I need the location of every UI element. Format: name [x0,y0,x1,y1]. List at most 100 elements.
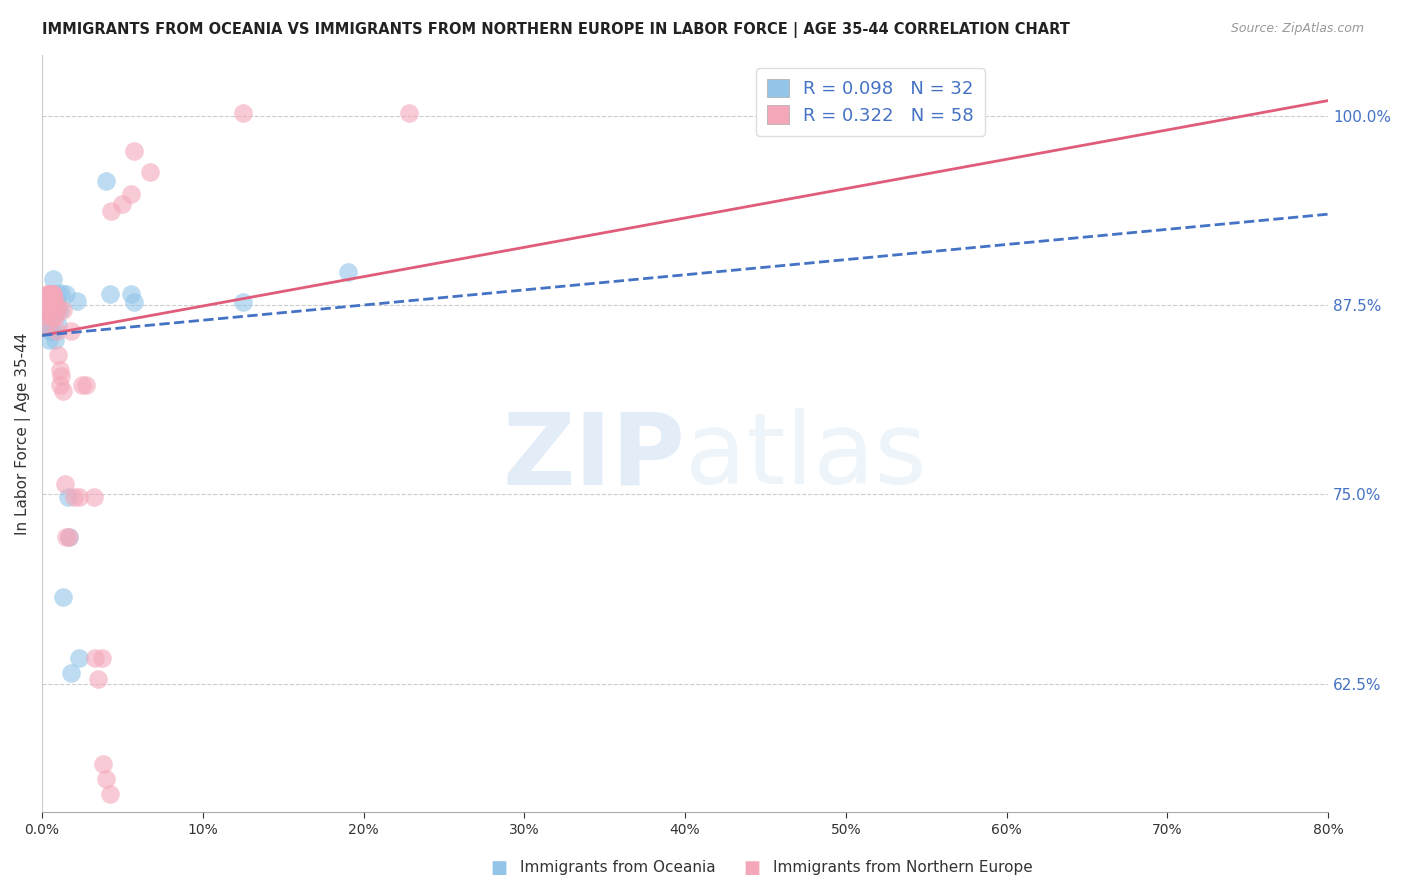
Point [45,293,67,308]
Point [84,651,107,665]
Point [51,285,73,300]
Text: Source: ZipAtlas.com: Source: ZipAtlas.com [1230,22,1364,36]
Point [34,302,56,317]
Point [100,204,122,219]
Point [32,293,55,308]
Text: ■: ■ [744,859,761,877]
Point [46,348,69,362]
Point [42,301,65,315]
Point [38,309,60,323]
Point [41,293,63,308]
Point [60,324,83,338]
Point [60,666,83,681]
Point [35,293,58,308]
Text: ■: ■ [491,859,508,877]
Legend: R = 0.098   N = 32, R = 0.322   N = 58: R = 0.098 N = 32, R = 0.322 N = 58 [756,68,984,136]
Point [58,530,80,544]
Point [96,772,118,786]
Point [122,144,145,158]
Point [41,310,63,325]
Point [120,287,142,301]
Point [49,378,72,392]
Point [34,318,56,332]
Point [51,369,73,384]
Text: Immigrants from Northern Europe: Immigrants from Northern Europe [773,861,1033,875]
Point [52,384,75,399]
Point [35,301,58,315]
Point [35,290,58,304]
Point [53,476,76,491]
Y-axis label: In Labor Force | Age 35-44: In Labor Force | Age 35-44 [15,333,31,535]
Point [87,672,110,686]
Point [38,293,60,308]
Point [66,293,89,308]
Point [139,165,162,179]
Point [35,287,58,301]
Point [41,301,63,315]
Text: IMMIGRANTS FROM OCEANIA VS IMMIGRANTS FROM NORTHERN EUROPE IN LABOR FORCE | AGE : IMMIGRANTS FROM OCEANIA VS IMMIGRANTS FR… [42,22,1070,38]
Point [58,530,80,544]
Point [46,318,69,332]
Point [96,174,118,188]
Point [32,293,55,308]
Point [90,651,112,665]
Point [52,302,75,317]
Point [39,287,62,301]
Point [49,302,72,317]
Point [91,756,114,771]
Point [44,310,66,325]
Point [42,287,65,301]
Point [63,491,86,505]
Point [32,309,55,323]
Point [38,301,60,315]
Text: ZIP: ZIP [502,408,685,505]
Point [38,287,60,301]
Point [83,491,105,505]
Point [35,302,58,317]
Point [41,287,63,301]
Point [46,301,69,315]
Point [98,787,121,801]
Point [56,491,79,505]
Point [52,591,75,605]
Point [42,272,65,286]
Point [55,287,77,301]
Point [41,287,63,301]
Point [32,302,55,317]
Point [42,287,65,301]
Point [122,295,145,310]
Point [72,378,94,392]
Point [46,287,69,301]
Point [42,326,65,340]
Point [42,293,65,308]
Text: Immigrants from Oceania: Immigrants from Oceania [520,861,716,875]
Point [45,301,67,315]
Point [45,324,67,338]
Point [232,295,254,310]
Point [98,287,121,301]
Point [75,378,97,392]
Point [38,293,60,308]
Point [67,491,90,505]
Point [38,333,60,347]
Point [35,318,58,332]
Point [67,651,90,665]
Point [39,301,62,315]
Point [398,105,420,120]
Text: atlas: atlas [685,408,927,505]
Point [39,293,62,308]
Point [44,333,66,347]
Point [49,363,72,377]
Point [232,105,254,120]
Point [336,265,359,279]
Point [55,530,77,544]
Point [39,324,62,338]
Point [44,293,66,308]
Point [34,293,56,308]
Point [42,310,65,325]
Point [38,287,60,301]
Point [120,187,142,202]
Point [111,196,134,211]
Point [39,305,62,319]
Point [44,302,66,317]
